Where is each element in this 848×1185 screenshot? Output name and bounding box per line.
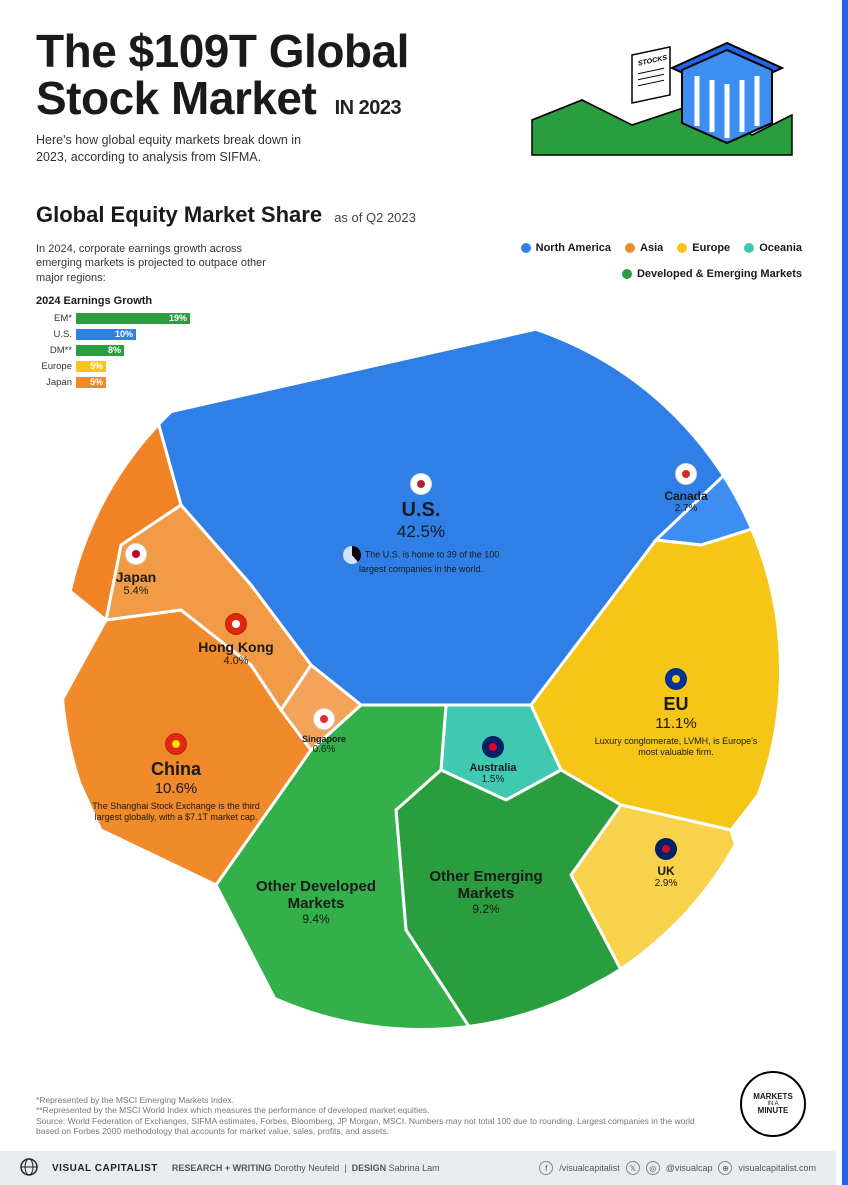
handle-ig: @visualcap (666, 1163, 713, 1173)
legend-dot (625, 243, 635, 253)
earnings-note: In 2024, corporate earnings growth acros… (36, 242, 276, 285)
earnings-title: 2024 Earnings Growth (36, 295, 806, 307)
credit-prefix: RESEARCH + WRITING (172, 1163, 272, 1173)
badge-l3: MINUTE (758, 1107, 789, 1115)
x-icon[interactable]: 𝕏 (626, 1161, 640, 1175)
credit2-prefix: DESIGN (352, 1163, 387, 1173)
legend-label: North America (536, 242, 611, 254)
legend-label: Europe (692, 242, 730, 254)
subtitle: Here's how global equity markets break d… (36, 132, 316, 166)
credit-research: RESEARCH + WRITING Dorothy Neufeld | DES… (172, 1163, 440, 1173)
footnotes: *Represented by the MSCI Emerging Market… (36, 1095, 702, 1138)
footer-bar: VISUAL CAPITALIST RESEARCH + WRITING Dor… (0, 1151, 836, 1185)
legend-item: Developed & Emerging Markets (622, 268, 802, 280)
legend-dot (521, 243, 531, 253)
brand-text: VISUAL CAPITALIST (52, 1163, 158, 1174)
site-url: visualcapitalist.com (738, 1163, 816, 1173)
globe-icon (20, 1158, 38, 1178)
voronoi-chart: U.S. 42.5% The U.S. is home to 39 of the… (61, 310, 781, 1030)
legend-dot (677, 243, 687, 253)
badge-l1: MARKETS (753, 1093, 793, 1101)
legend-label: Asia (640, 242, 663, 254)
title-line2-text: Stock Market (36, 72, 316, 124)
hero-illustration: STOCKS (522, 20, 802, 180)
legend-dot (744, 243, 754, 253)
section-subtitle: as of Q2 2023 (334, 210, 416, 225)
instagram-icon[interactable]: ◎ (646, 1161, 660, 1175)
credit-author: Dorothy Neufeld (274, 1163, 339, 1173)
legend: North America Asia Europe Oceania Developed … (372, 242, 802, 280)
legend-label: Oceania (759, 242, 802, 254)
social-links: f /visualcapitalist 𝕏 ◎ @visualcap ⊕ vis… (539, 1161, 816, 1175)
facebook-icon[interactable]: f (539, 1161, 553, 1175)
markets-minute-badge: MARKETS IN A MINUTE (740, 1071, 806, 1137)
visual-capitalist-logo: VISUAL CAPITALIST (52, 1163, 158, 1174)
section-title: Global Equity Market Share as of Q2 2023 (36, 202, 806, 228)
title-suffix: IN 2023 (335, 97, 402, 119)
legend-item: North America (521, 242, 611, 254)
footnote-line: **Represented by the MSCI World Index wh… (36, 1105, 702, 1116)
footnote-line: Source: World Federation of Exchanges, S… (36, 1116, 702, 1137)
web-icon[interactable]: ⊕ (718, 1161, 732, 1175)
legend-item: Asia (625, 242, 663, 254)
footnote-line: *Represented by the MSCI Emerging Market… (36, 1095, 702, 1106)
legend-item: Europe (677, 242, 730, 254)
credit-designer: Sabrina Lam (389, 1163, 440, 1173)
legend-label: Developed & Emerging Markets (637, 268, 802, 280)
handle-fb: /visualcapitalist (559, 1163, 620, 1173)
legend-dot (622, 269, 632, 279)
section-title-text: Global Equity Market Share (36, 202, 322, 227)
legend-item: Oceania (744, 242, 802, 254)
